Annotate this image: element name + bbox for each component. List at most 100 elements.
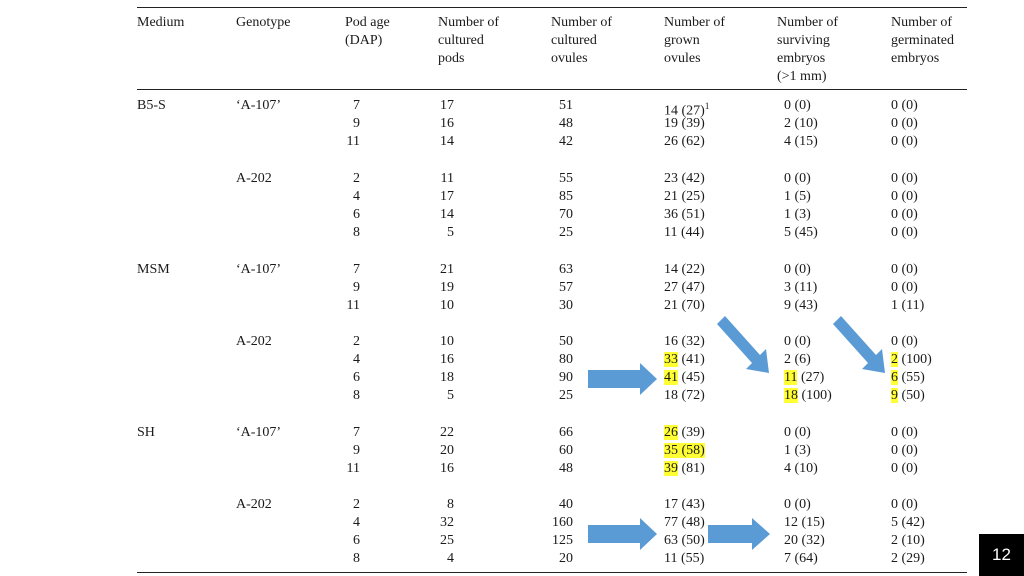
count-value: 35 bbox=[664, 443, 678, 458]
value-cell: 0 (0) bbox=[891, 442, 918, 460]
count-value: 4 bbox=[784, 461, 791, 476]
genotype-cell: A-202 bbox=[236, 171, 272, 186]
column-header: Medium bbox=[137, 15, 185, 30]
percent-value: (10) bbox=[791, 461, 818, 476]
value-cell: 9 (43) bbox=[784, 297, 818, 315]
cultured-pods-cell: 4 bbox=[447, 551, 454, 566]
count-value: 19 bbox=[664, 116, 678, 131]
count-value: 0 bbox=[784, 171, 791, 186]
value-cell: 12 (15) bbox=[784, 514, 825, 532]
pod-age-cell: 11 bbox=[346, 461, 360, 476]
percent-value: (45) bbox=[678, 370, 705, 385]
value-cell: 7 (64) bbox=[784, 550, 818, 568]
value-cell: 2 (100) bbox=[891, 351, 932, 369]
percent-value: (0) bbox=[898, 334, 918, 349]
percent-value: (0) bbox=[791, 425, 811, 440]
count-value: 0 bbox=[891, 443, 898, 458]
count-value: 2 bbox=[891, 352, 898, 367]
percent-value: (44) bbox=[677, 225, 705, 240]
cultured-ovules-cell: 55 bbox=[559, 171, 573, 186]
pod-age-cell: 11 bbox=[346, 134, 360, 149]
count-value: 9 bbox=[784, 298, 791, 313]
count-value: 14 bbox=[664, 262, 678, 277]
percent-value: (0) bbox=[898, 262, 918, 277]
percent-value: (62) bbox=[678, 134, 705, 149]
count-value: 18 bbox=[784, 388, 798, 403]
count-value: 2 bbox=[784, 116, 791, 131]
value-cell: 1 (5) bbox=[784, 188, 811, 206]
count-value: 18 bbox=[664, 388, 678, 403]
value-cell: 0 (0) bbox=[891, 261, 918, 279]
percent-value: (0) bbox=[791, 497, 811, 512]
percent-value: (0) bbox=[898, 189, 918, 204]
value-cell: 39 (81) bbox=[664, 460, 705, 478]
table-top-rule bbox=[137, 7, 967, 8]
count-value: 0 bbox=[891, 225, 898, 240]
value-cell: 0 (0) bbox=[784, 170, 811, 188]
percent-value: (45) bbox=[791, 225, 818, 240]
count-value: 0 bbox=[891, 134, 898, 149]
percent-value: (0) bbox=[898, 443, 918, 458]
count-value: 5 bbox=[891, 515, 898, 530]
count-value: 0 bbox=[784, 98, 791, 113]
percent-value: (10) bbox=[791, 116, 818, 131]
count-value: 0 bbox=[891, 189, 898, 204]
cultured-ovules-cell: 40 bbox=[559, 497, 573, 512]
cultured-ovules-cell: 63 bbox=[559, 262, 573, 277]
page-number: 12 bbox=[979, 534, 1024, 576]
column-header: Pod age (DAP) bbox=[345, 15, 390, 48]
value-cell: 0 (0) bbox=[891, 170, 918, 188]
count-value: 11 bbox=[664, 225, 678, 240]
percent-value: (39) bbox=[678, 116, 705, 131]
cultured-pods-cell: 17 bbox=[440, 98, 454, 113]
count-value: 0 bbox=[891, 425, 898, 440]
count-value: 33 bbox=[664, 352, 678, 367]
percent-value: (0) bbox=[898, 497, 918, 512]
percent-value: (41) bbox=[678, 352, 705, 367]
table-header-rule bbox=[137, 89, 967, 90]
footnote-marker: 1 bbox=[704, 101, 710, 111]
percent-value: (72) bbox=[678, 388, 705, 403]
percent-value: (100) bbox=[898, 352, 932, 367]
pod-age-cell: 2 bbox=[353, 497, 360, 512]
cultured-pods-cell: 8 bbox=[447, 497, 454, 512]
percent-value: (0) bbox=[791, 171, 811, 186]
count-value: 0 bbox=[891, 262, 898, 277]
cultured-pods-cell: 32 bbox=[440, 515, 454, 530]
pod-age-cell: 7 bbox=[353, 425, 360, 440]
value-cell: 16 (32) bbox=[664, 333, 705, 351]
cultured-pods-cell: 17 bbox=[440, 189, 454, 204]
pod-age-cell: 8 bbox=[353, 225, 360, 240]
table-bottom-rule bbox=[137, 572, 967, 573]
value-cell: 2 (10) bbox=[784, 115, 818, 133]
pod-age-cell: 6 bbox=[353, 533, 360, 548]
cultured-ovules-cell: 25 bbox=[559, 225, 573, 240]
count-value: 0 bbox=[891, 497, 898, 512]
value-cell: 23 (42) bbox=[664, 170, 705, 188]
percent-value: (50) bbox=[678, 533, 705, 548]
cultured-ovules-cell: 30 bbox=[559, 298, 573, 313]
count-value: 23 bbox=[664, 171, 678, 186]
pod-age-cell: 2 bbox=[353, 334, 360, 349]
cultured-ovules-cell: 85 bbox=[559, 189, 573, 204]
value-cell: 41 (45) bbox=[664, 369, 705, 387]
cultured-ovules-cell: 125 bbox=[552, 533, 573, 548]
cultured-ovules-cell: 42 bbox=[559, 134, 573, 149]
cultured-pods-cell: 11 bbox=[440, 171, 454, 186]
value-cell: 14 (22) bbox=[664, 261, 705, 279]
percent-value: (55) bbox=[898, 370, 925, 385]
value-cell: 17 (43) bbox=[664, 496, 705, 514]
cultured-ovules-cell: 90 bbox=[559, 370, 573, 385]
count-value: 0 bbox=[784, 334, 791, 349]
value-cell: 36 (51) bbox=[664, 206, 705, 224]
column-header: Number of grown ovules bbox=[664, 15, 726, 66]
value-cell: 1 (3) bbox=[784, 442, 811, 460]
value-cell: 2 (10) bbox=[891, 532, 925, 550]
count-value: 0 bbox=[891, 116, 898, 131]
pod-age-cell: 6 bbox=[353, 207, 360, 222]
value-cell: 5 (45) bbox=[784, 224, 818, 242]
value-cell: 18 (100) bbox=[784, 387, 832, 405]
count-value: 0 bbox=[891, 461, 898, 476]
percent-value: (22) bbox=[678, 262, 705, 277]
percent-value: (0) bbox=[791, 98, 811, 113]
